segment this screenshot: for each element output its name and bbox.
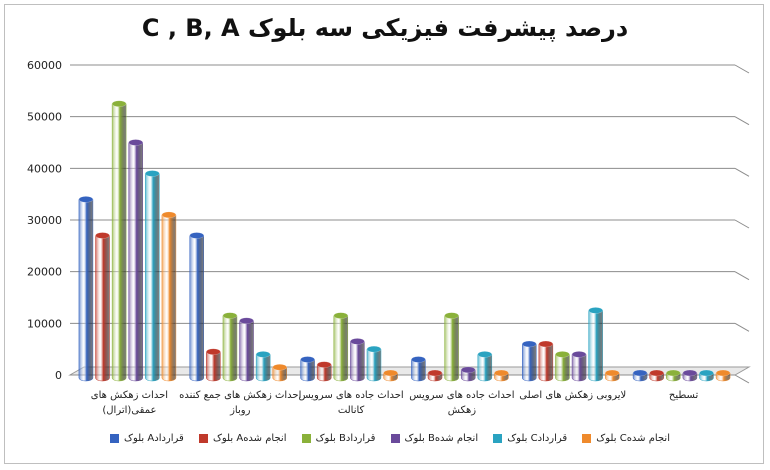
y-axis-ticks: 0 10000 20000 30000 40000 50000 60000: [27, 59, 62, 382]
bar: [444, 312, 459, 382]
bar: [605, 369, 620, 382]
gridline-depth: [734, 322, 750, 332]
legend-label: بلوک Bقرارداد: [315, 432, 376, 444]
x-tick-label: تسطیح: [669, 390, 699, 401]
legend: بلوک Aقرارداد بلوک Aانجام شده بلوک Bقراردا…: [110, 428, 670, 448]
gridline-depth: [734, 271, 750, 281]
chart-title: درصد پیشرفت فیزیکی سه بلوک C , B, A: [141, 14, 629, 42]
gridline-depth: [734, 374, 750, 384]
legend-label: بلوک Cانجام شده: [596, 432, 670, 444]
gridlines: [70, 64, 750, 384]
bar: [95, 232, 110, 382]
x-tick-label: لایروبی زهکش های اصلی: [519, 390, 626, 401]
legend-swatch: [493, 433, 503, 443]
bar: [460, 366, 476, 382]
bar: [522, 340, 537, 382]
bar: [682, 369, 698, 382]
bar: [427, 369, 443, 382]
bar: [300, 356, 315, 382]
legend-swatch: [198, 433, 208, 443]
gridline-depth: [734, 64, 750, 74]
bar: [366, 345, 382, 382]
bar: [350, 338, 365, 382]
bar: [161, 211, 177, 382]
bar: [411, 356, 426, 382]
legend-swatch: [110, 433, 119, 443]
bar: [111, 100, 127, 382]
bar: [715, 369, 731, 382]
legend-swatch: [390, 433, 400, 443]
legend-label: بلوک Aانجام شده: [212, 432, 287, 444]
y-tick-label: 10000: [27, 317, 62, 330]
x-tick-label: روباز: [229, 405, 250, 416]
x-axis-labels: احداث زهکش های عمقی(اترال) احداث زهکش های …: [91, 390, 699, 416]
bar: [477, 351, 493, 382]
bar: [78, 196, 94, 382]
legend-item: بلوک Cانجام شده: [582, 433, 670, 444]
bar: [128, 139, 143, 382]
x-tick-label: احداث زهکش های: [91, 390, 168, 401]
bar: [255, 351, 271, 382]
legend-item: بلوک Aانجام شده: [198, 432, 287, 444]
y-tick-label: 40000: [27, 162, 62, 175]
legend-item: بلوک Cقرارداد: [493, 433, 567, 444]
y-tick-label: 20000: [27, 266, 62, 279]
bar: [145, 170, 160, 382]
bar: [383, 369, 398, 382]
legend-item: بلوک Bقرارداد: [301, 432, 376, 444]
legend-item: بلوک Bانجام شده: [390, 432, 479, 444]
legend-label: بلوک Cقرارداد: [507, 432, 568, 444]
legend-label: بلوک Bانجام شده: [404, 432, 479, 444]
bar: [189, 232, 204, 382]
y-tick-label: 30000: [27, 214, 62, 227]
legend-swatch: [582, 433, 592, 443]
y-tick-label: 60000: [27, 59, 62, 72]
gridline-depth: [734, 219, 750, 229]
bar: [588, 307, 603, 382]
y-tick-label: 0: [55, 369, 62, 382]
bar: [666, 369, 681, 382]
bars: [78, 100, 731, 382]
legend-label: بلوک Aقرارداد: [124, 432, 184, 444]
x-tick-label: احداث جاده های سرویس: [298, 390, 403, 401]
bar: [222, 312, 238, 382]
bar: [206, 348, 221, 382]
y-tick-label: 50000: [27, 111, 62, 124]
bar: [699, 369, 714, 382]
bar: [239, 317, 254, 382]
bar: [316, 361, 332, 382]
legend-item: بلوک Aقرارداد: [110, 433, 184, 444]
bar: [571, 351, 587, 382]
bar: [494, 369, 509, 382]
x-tick-label: احداث زهکش های جمع کننده: [179, 390, 301, 401]
gridline-depth: [734, 167, 750, 177]
bar: [649, 369, 664, 382]
bar: [272, 364, 287, 382]
x-tick-label: کانالت: [338, 405, 365, 416]
bar: [333, 312, 349, 382]
bar: [555, 351, 570, 382]
x-tick-label: احداث جاده های سرویس: [409, 390, 514, 401]
gridline-depth: [734, 116, 750, 126]
legend-swatch: [301, 433, 311, 443]
bar: [538, 340, 554, 382]
bar: [632, 369, 648, 382]
x-tick-label: زهکش: [448, 405, 477, 416]
x-tick-label: عمقی(اترال): [102, 405, 156, 416]
